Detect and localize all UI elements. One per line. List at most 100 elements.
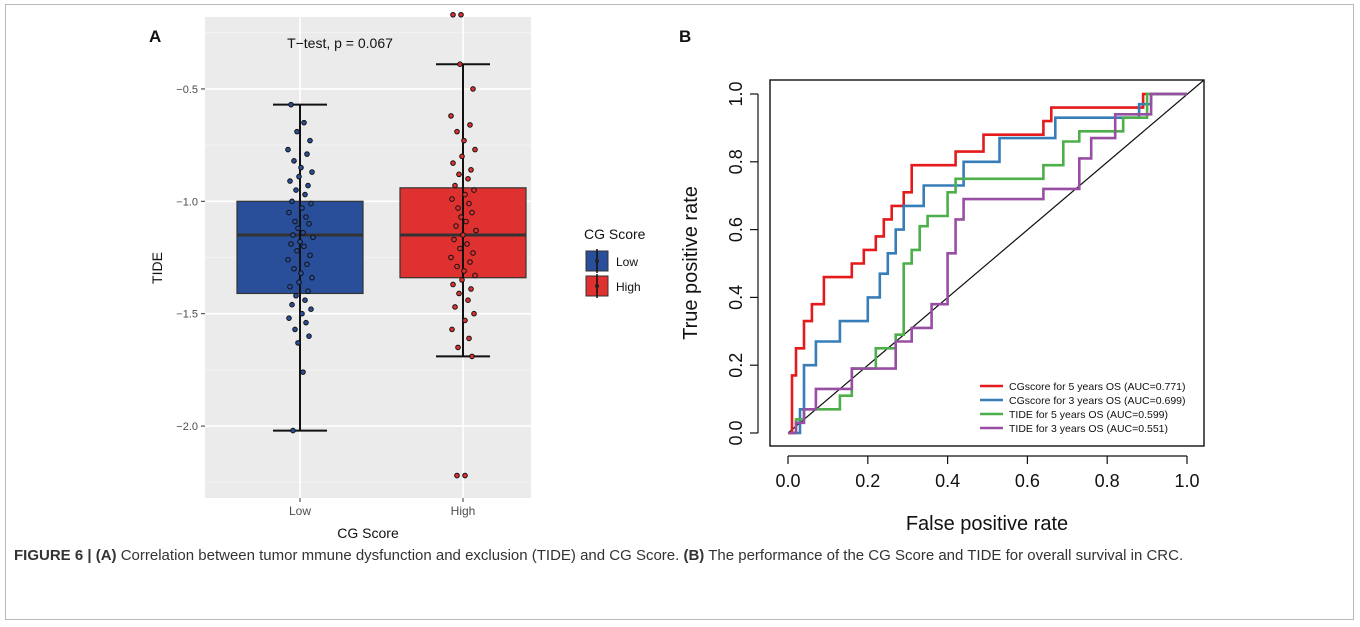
data-point [465,176,471,182]
caption-b-ref: (B) [683,547,705,564]
data-point [461,268,467,274]
legend-label: TIDE for 5 years OS (AUC=0.599) [1009,409,1168,421]
data-point [293,292,299,299]
data-point [457,245,463,252]
data-point [471,310,477,317]
y-tick-label: 0.0 [726,420,746,445]
caption-a-ref: (A) [95,547,117,564]
data-point [307,252,313,259]
y-tick-label: −1.5 [176,309,198,321]
data-point [454,472,460,479]
data-point [286,315,292,321]
data-point [452,182,458,189]
data-point [289,301,295,308]
panel-a-points [285,11,479,479]
data-point [468,286,474,292]
panel-a-label: A [149,27,161,46]
panel-b-label: B [679,27,691,46]
data-point [294,128,300,135]
data-point [465,297,471,304]
data-point [463,218,469,225]
data-point [302,297,308,304]
data-point [296,279,302,286]
data-point [466,200,472,207]
panel-a-x-axis-label: CG Score [337,525,399,540]
data-point [309,274,315,281]
legend-key-low-point [595,259,599,263]
data-point [290,427,296,434]
data-point [301,119,307,126]
x-tick-label: 0.4 [935,471,960,491]
panel-a-y-ticks: −0.5 −1.0 −1.5 −2.0 [176,84,205,433]
y-tick-label: 0.2 [726,353,746,378]
x-tick-label: 0.2 [855,471,880,491]
panel-b-legend: CGscore for 5 years OS (AUC=0.771) CGscor… [980,381,1186,435]
caption-figure-label: FIGURE 6 | [14,547,92,564]
panel-b-y-ticks: 0.0 0.2 0.4 0.6 0.8 1.0 [726,81,759,446]
data-point [464,241,470,247]
data-point [291,158,297,164]
data-point [462,472,468,479]
x-tick-label: 1.0 [1174,471,1199,491]
data-point [454,263,460,270]
data-point [470,86,476,92]
roc-line-4 [788,92,1187,435]
data-point [285,256,291,263]
data-point [303,214,309,220]
data-point [310,234,316,241]
data-point [448,113,454,119]
data-point [292,218,298,225]
data-point [291,265,297,272]
data-point [458,11,464,18]
caption-a-text: Correlation between tumor mmune dysfunct… [120,547,680,564]
data-point [467,259,473,265]
data-point [448,254,454,261]
data-point [454,128,460,135]
figure-frame [5,4,1354,620]
data-point [459,153,465,160]
data-point [462,191,468,198]
roc-line-3 [788,92,1187,435]
data-point [309,169,315,175]
data-point [468,167,474,173]
data-point [285,146,291,153]
legend-key-high-point [595,284,599,288]
data-point [473,227,479,234]
legend-label-low: Low [616,255,638,269]
data-point [306,333,312,339]
data-point [456,290,462,297]
panel-b-y-axis-label: True positive rate [680,186,702,340]
y-tick-label: −2.0 [176,421,198,433]
data-point [450,281,456,288]
data-point [455,205,461,211]
data-point [298,164,304,171]
panel-b-plot-frame [769,79,1205,447]
y-tick-label: 1.0 [726,81,746,106]
data-point [304,151,310,157]
data-point [462,317,468,324]
data-point [461,137,467,144]
x-tick-label: Low [289,504,311,518]
data-point [302,191,308,198]
data-point [469,353,475,360]
data-point [452,304,458,310]
data-point [300,369,306,375]
data-point [450,11,456,18]
panel-a-boxes [236,63,527,432]
data-point [295,225,301,232]
data-point [449,326,455,333]
figure-caption: FIGURE 6 | (A) Correlation between tumor… [14,545,1339,566]
x-tick-label: High [451,504,476,518]
data-point [290,232,296,238]
roc-diagonal [787,79,1205,434]
panel-b-roc-lines [788,92,1187,435]
data-point [287,178,293,184]
x-tick-label: 0.8 [1095,471,1120,491]
y-tick-label: −0.5 [176,84,198,96]
data-point [472,146,478,153]
caption-b-text: The performance of the CG Score and TIDE… [708,547,1184,564]
data-point [288,241,294,247]
roc-line-1 [788,92,1187,435]
data-point [298,270,304,277]
data-point [299,205,305,211]
